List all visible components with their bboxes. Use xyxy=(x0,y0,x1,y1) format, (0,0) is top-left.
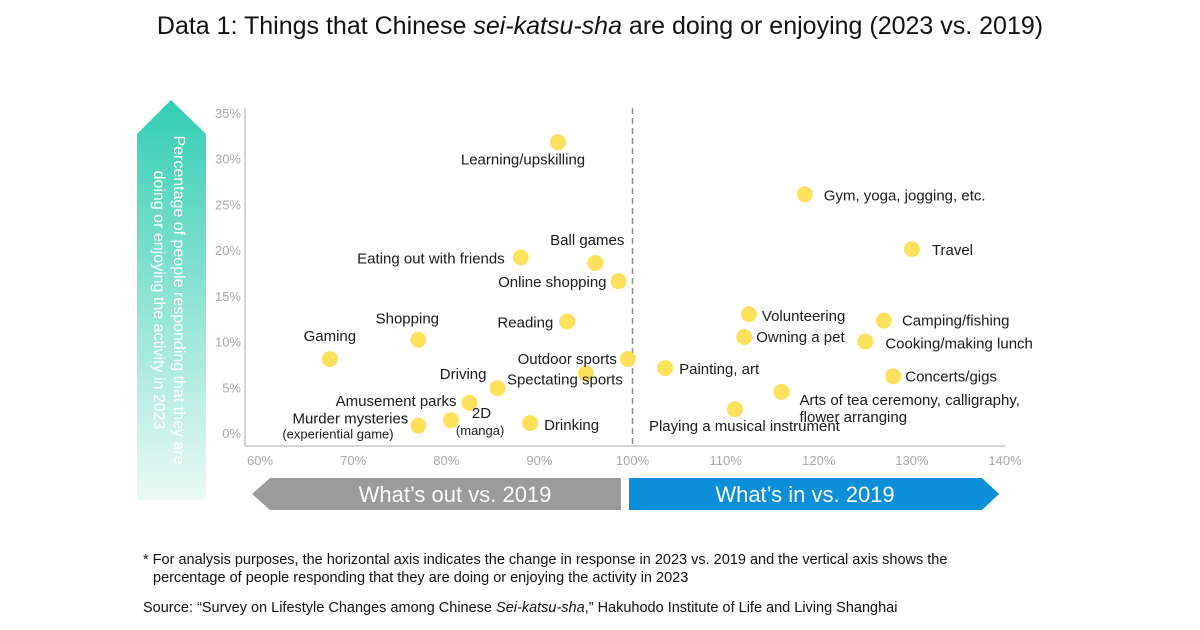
axes xyxy=(244,108,1005,447)
y-tick-label: 0% xyxy=(222,426,241,441)
point-label: Online shopping xyxy=(498,274,606,291)
x-tick-label: 130% xyxy=(895,453,929,468)
y-tick-label: 5% xyxy=(222,380,241,395)
data-point xyxy=(857,333,874,350)
point-label: Concerts/gigs xyxy=(905,368,997,385)
point-label: Eating out with friends xyxy=(357,250,505,267)
in-banner-label: What’s in vs. 2019 xyxy=(715,482,895,507)
point-label: Driving xyxy=(440,366,487,383)
point-label: Volunteering xyxy=(762,308,845,325)
y-tick-label: 30% xyxy=(215,152,241,167)
point-label: Shopping xyxy=(376,311,439,328)
y-tick-label: 15% xyxy=(215,289,241,304)
data-points xyxy=(321,134,920,434)
data-point xyxy=(796,186,813,203)
point-label: Gaming xyxy=(304,328,357,345)
chart-title: Data 1: Things that Chinese sei-katsu-sh… xyxy=(0,12,1200,41)
source-prefix: Source: “Survey on Lifestyle Changes amo… xyxy=(143,600,497,616)
out-banner-label: What’s out vs. 2019 xyxy=(358,482,552,507)
point-labels: Learning/upskilling Eating out with frien… xyxy=(282,151,1033,441)
point-label: Painting, art xyxy=(679,361,760,378)
x-tick-label: 80% xyxy=(433,453,459,468)
data-point xyxy=(736,329,753,345)
x-tick-label: 100% xyxy=(616,453,650,468)
data-point xyxy=(587,254,604,271)
point-label: Outdoor sports xyxy=(518,351,617,368)
data-point xyxy=(442,412,459,429)
point-label: Spectating sports xyxy=(507,372,623,389)
point-sublabel: (manga) xyxy=(456,423,504,438)
x-tick-label: 90% xyxy=(526,453,552,468)
data-point xyxy=(740,306,757,323)
x-tick-label: 120% xyxy=(802,453,836,468)
point-label: Gym, yoga, jogging, etc. xyxy=(824,187,986,204)
x-tick-label: 140% xyxy=(988,453,1022,468)
point-label: 2D xyxy=(472,405,491,422)
x-tick-label: 110% xyxy=(709,453,742,468)
chart-title-prefix: Data 1: Things that Chinese xyxy=(156,12,474,40)
data-point xyxy=(489,380,506,397)
in-band xyxy=(629,478,999,510)
data-point xyxy=(559,313,576,330)
point-label: Learning/upskilling xyxy=(461,151,585,168)
y-tick-label: 10% xyxy=(215,335,241,350)
point-label: Arts of tea ceremony, calligraphy, xyxy=(800,392,1020,409)
point-label: Cooking/making lunch xyxy=(885,336,1033,353)
y-tick-labels: 0% 5% 10% 15% 20% 25% 30% 35% xyxy=(215,106,241,441)
data-point xyxy=(610,273,627,290)
source-italic: Sei-katsu-sha xyxy=(496,600,585,616)
chart-title-italic: sei-katsu-sha xyxy=(473,12,622,40)
point-label: Murder mysteries xyxy=(292,411,408,428)
point-label: Camping/fishing xyxy=(902,313,1010,330)
x-tick-label: 70% xyxy=(340,453,366,468)
x-tick-labels: 60% 70% 80% 90% 100% 110% 120% 130% 140% xyxy=(247,453,1022,468)
data-point xyxy=(903,241,920,258)
chart-title-suffix: are doing or enjoying (2023 vs. 2019) xyxy=(621,12,1044,40)
data-point xyxy=(885,368,902,385)
footnote-line-1: * For analysis purposes, the horizontal … xyxy=(143,552,948,568)
data-point xyxy=(726,401,743,418)
point-sublabel: (experiential game) xyxy=(282,427,393,442)
data-point xyxy=(410,417,427,434)
source-note: Source: “Survey on Lifestyle Changes amo… xyxy=(143,600,897,616)
point-label: Ball games xyxy=(550,232,624,249)
point-label: Owning a pet xyxy=(756,329,845,346)
footnote-line-2: percentage of people responding that the… xyxy=(153,570,689,586)
point-label: Travel xyxy=(932,242,973,259)
data-point xyxy=(577,365,594,382)
data-point xyxy=(875,312,892,329)
data-point xyxy=(657,360,674,377)
source-suffix: ,” Hakuhodo Institute of Life and Living… xyxy=(584,600,898,616)
point-label: Reading xyxy=(497,314,553,331)
x-tick-label: 60% xyxy=(247,453,273,468)
data-point xyxy=(461,394,478,411)
point-sublabel: flower arranging xyxy=(800,409,908,426)
data-point xyxy=(550,134,566,151)
footnote: * For analysis purposes, the horizontal … xyxy=(143,551,947,587)
point-label: Drinking xyxy=(544,417,599,434)
out-band xyxy=(252,478,621,510)
data-point xyxy=(773,383,790,400)
y-tick-label: 35% xyxy=(215,106,241,121)
y-tick-label: 25% xyxy=(215,197,241,212)
data-point xyxy=(512,249,529,266)
point-label: Amusement parks xyxy=(336,393,457,410)
point-label: Playing a musical instrument xyxy=(649,418,841,435)
data-point xyxy=(522,414,539,431)
data-point xyxy=(619,350,636,367)
data-point xyxy=(410,331,427,348)
data-point xyxy=(321,350,338,367)
y-tick-label: 20% xyxy=(215,243,241,258)
